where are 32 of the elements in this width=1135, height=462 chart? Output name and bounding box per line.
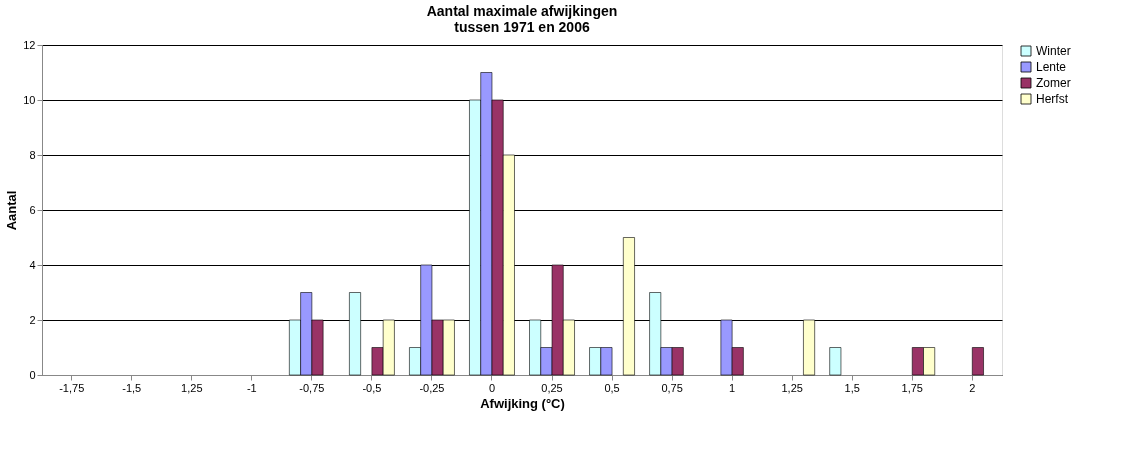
y-tick-label: 6 xyxy=(29,203,36,216)
x-tick-label: -1,75 xyxy=(59,381,85,394)
y-tick-label: 0 xyxy=(29,368,36,381)
legend-label: Winter xyxy=(1036,44,1071,58)
x-tick-label: 1,25 xyxy=(781,381,803,394)
x-tick-label: 0,75 xyxy=(661,381,683,394)
x-tick-label: -1,5 xyxy=(122,381,142,394)
y-tick-label: 4 xyxy=(29,258,36,271)
x-tick-label: -0,5 xyxy=(362,381,382,394)
chart-title: Aantal maximale afwijkingen tussen 1971 en 2006 xyxy=(426,3,618,35)
x-tick-label: 1,75 xyxy=(901,381,923,394)
y-tick-label: 8 xyxy=(29,148,36,161)
legend-label: Herfst xyxy=(1036,92,1069,106)
x-tick-label: -0,75 xyxy=(299,381,325,394)
x-axis-title: Afwijking (°C) xyxy=(480,395,565,411)
y-axis-title: Aantal xyxy=(4,190,20,231)
x-tick-label: 0,5 xyxy=(604,381,620,394)
y-tick-label: 10 xyxy=(23,93,36,106)
y-tick-label: 2 xyxy=(29,313,36,326)
x-tick-label: -1 xyxy=(246,381,257,394)
legend-label: Lente xyxy=(1036,60,1067,74)
x-tick-label: 0 xyxy=(488,381,496,394)
bar xyxy=(829,347,842,376)
x-tick-label: 1,5 xyxy=(844,381,860,394)
x-tick-label: 2 xyxy=(969,381,976,394)
x-tick-label: -0,25 xyxy=(419,381,445,394)
bar xyxy=(971,347,984,376)
y-tick-label: 12 xyxy=(23,38,36,51)
x-tick-label: 0,25 xyxy=(541,381,563,394)
legend-label: Zomer xyxy=(1036,76,1071,90)
x-tick-label: 1 xyxy=(729,381,736,394)
x-tick-label: 1,25 xyxy=(181,381,203,394)
